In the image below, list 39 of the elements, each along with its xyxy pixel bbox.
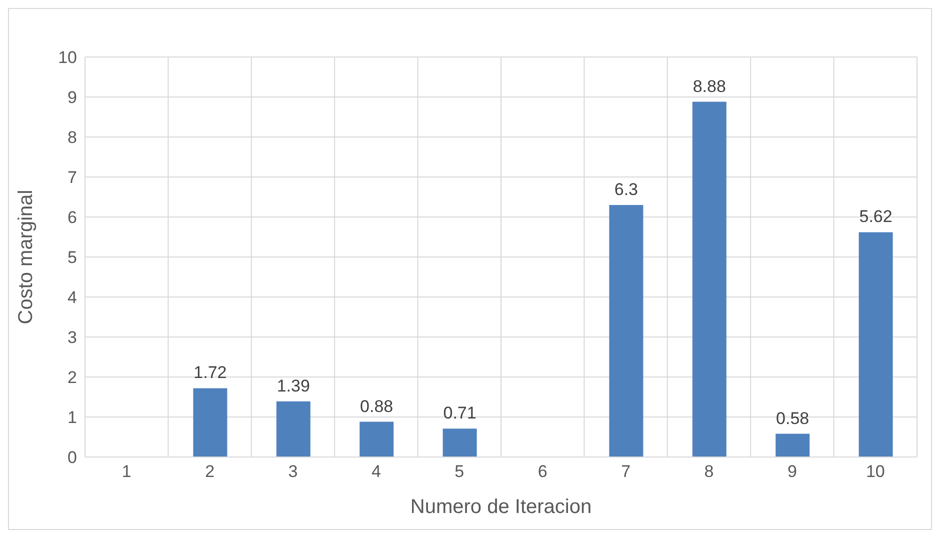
x-tick-label: 7 (621, 462, 631, 482)
bar (609, 205, 644, 457)
data-label: 5.62 (859, 207, 892, 226)
x-tick-label: 6 (538, 462, 548, 482)
bar (360, 422, 394, 457)
y-tick-label: 5 (68, 248, 77, 268)
data-label: 1.72 (194, 363, 227, 382)
y-tick-label: 1 (68, 408, 77, 428)
x-tick-label: 8 (704, 462, 714, 482)
bar (276, 401, 310, 457)
x-tick-label: 2 (205, 462, 215, 482)
x-tick-label: 10 (866, 462, 885, 482)
y-tick-label: 7 (68, 168, 77, 188)
y-tick-label: 9 (68, 88, 77, 108)
x-tick-label: 5 (454, 462, 464, 482)
data-label: 8.88 (692, 76, 726, 96)
y-tick-label: 8 (68, 128, 77, 148)
data-label: 0.88 (360, 396, 394, 416)
data-label: 6.3 (614, 180, 638, 199)
x-tick-label: 9 (787, 462, 797, 482)
bar (776, 434, 810, 457)
data-label: 0.71 (443, 404, 476, 423)
data-label: 0.58 (776, 408, 810, 428)
x-tick-label: 3 (288, 462, 298, 482)
y-tick-label: 3 (68, 328, 77, 348)
y-tick-label: 2 (68, 368, 77, 388)
bar (193, 388, 228, 457)
y-tick-label: 0 (68, 448, 77, 468)
y-tick-label: 4 (68, 288, 77, 308)
x-axis-title: Numero de Iteracion (410, 496, 592, 518)
y-tick-label: 6 (68, 208, 77, 228)
y-tick-label: 10 (58, 48, 77, 68)
bar (858, 232, 893, 457)
data-label: 1.39 (276, 376, 310, 396)
x-tick-label: 1 (122, 462, 132, 482)
y-axis-title: Costo marginal (15, 190, 38, 324)
x-tick-label: 4 (371, 462, 381, 482)
bar (442, 428, 477, 457)
bar (692, 102, 726, 457)
